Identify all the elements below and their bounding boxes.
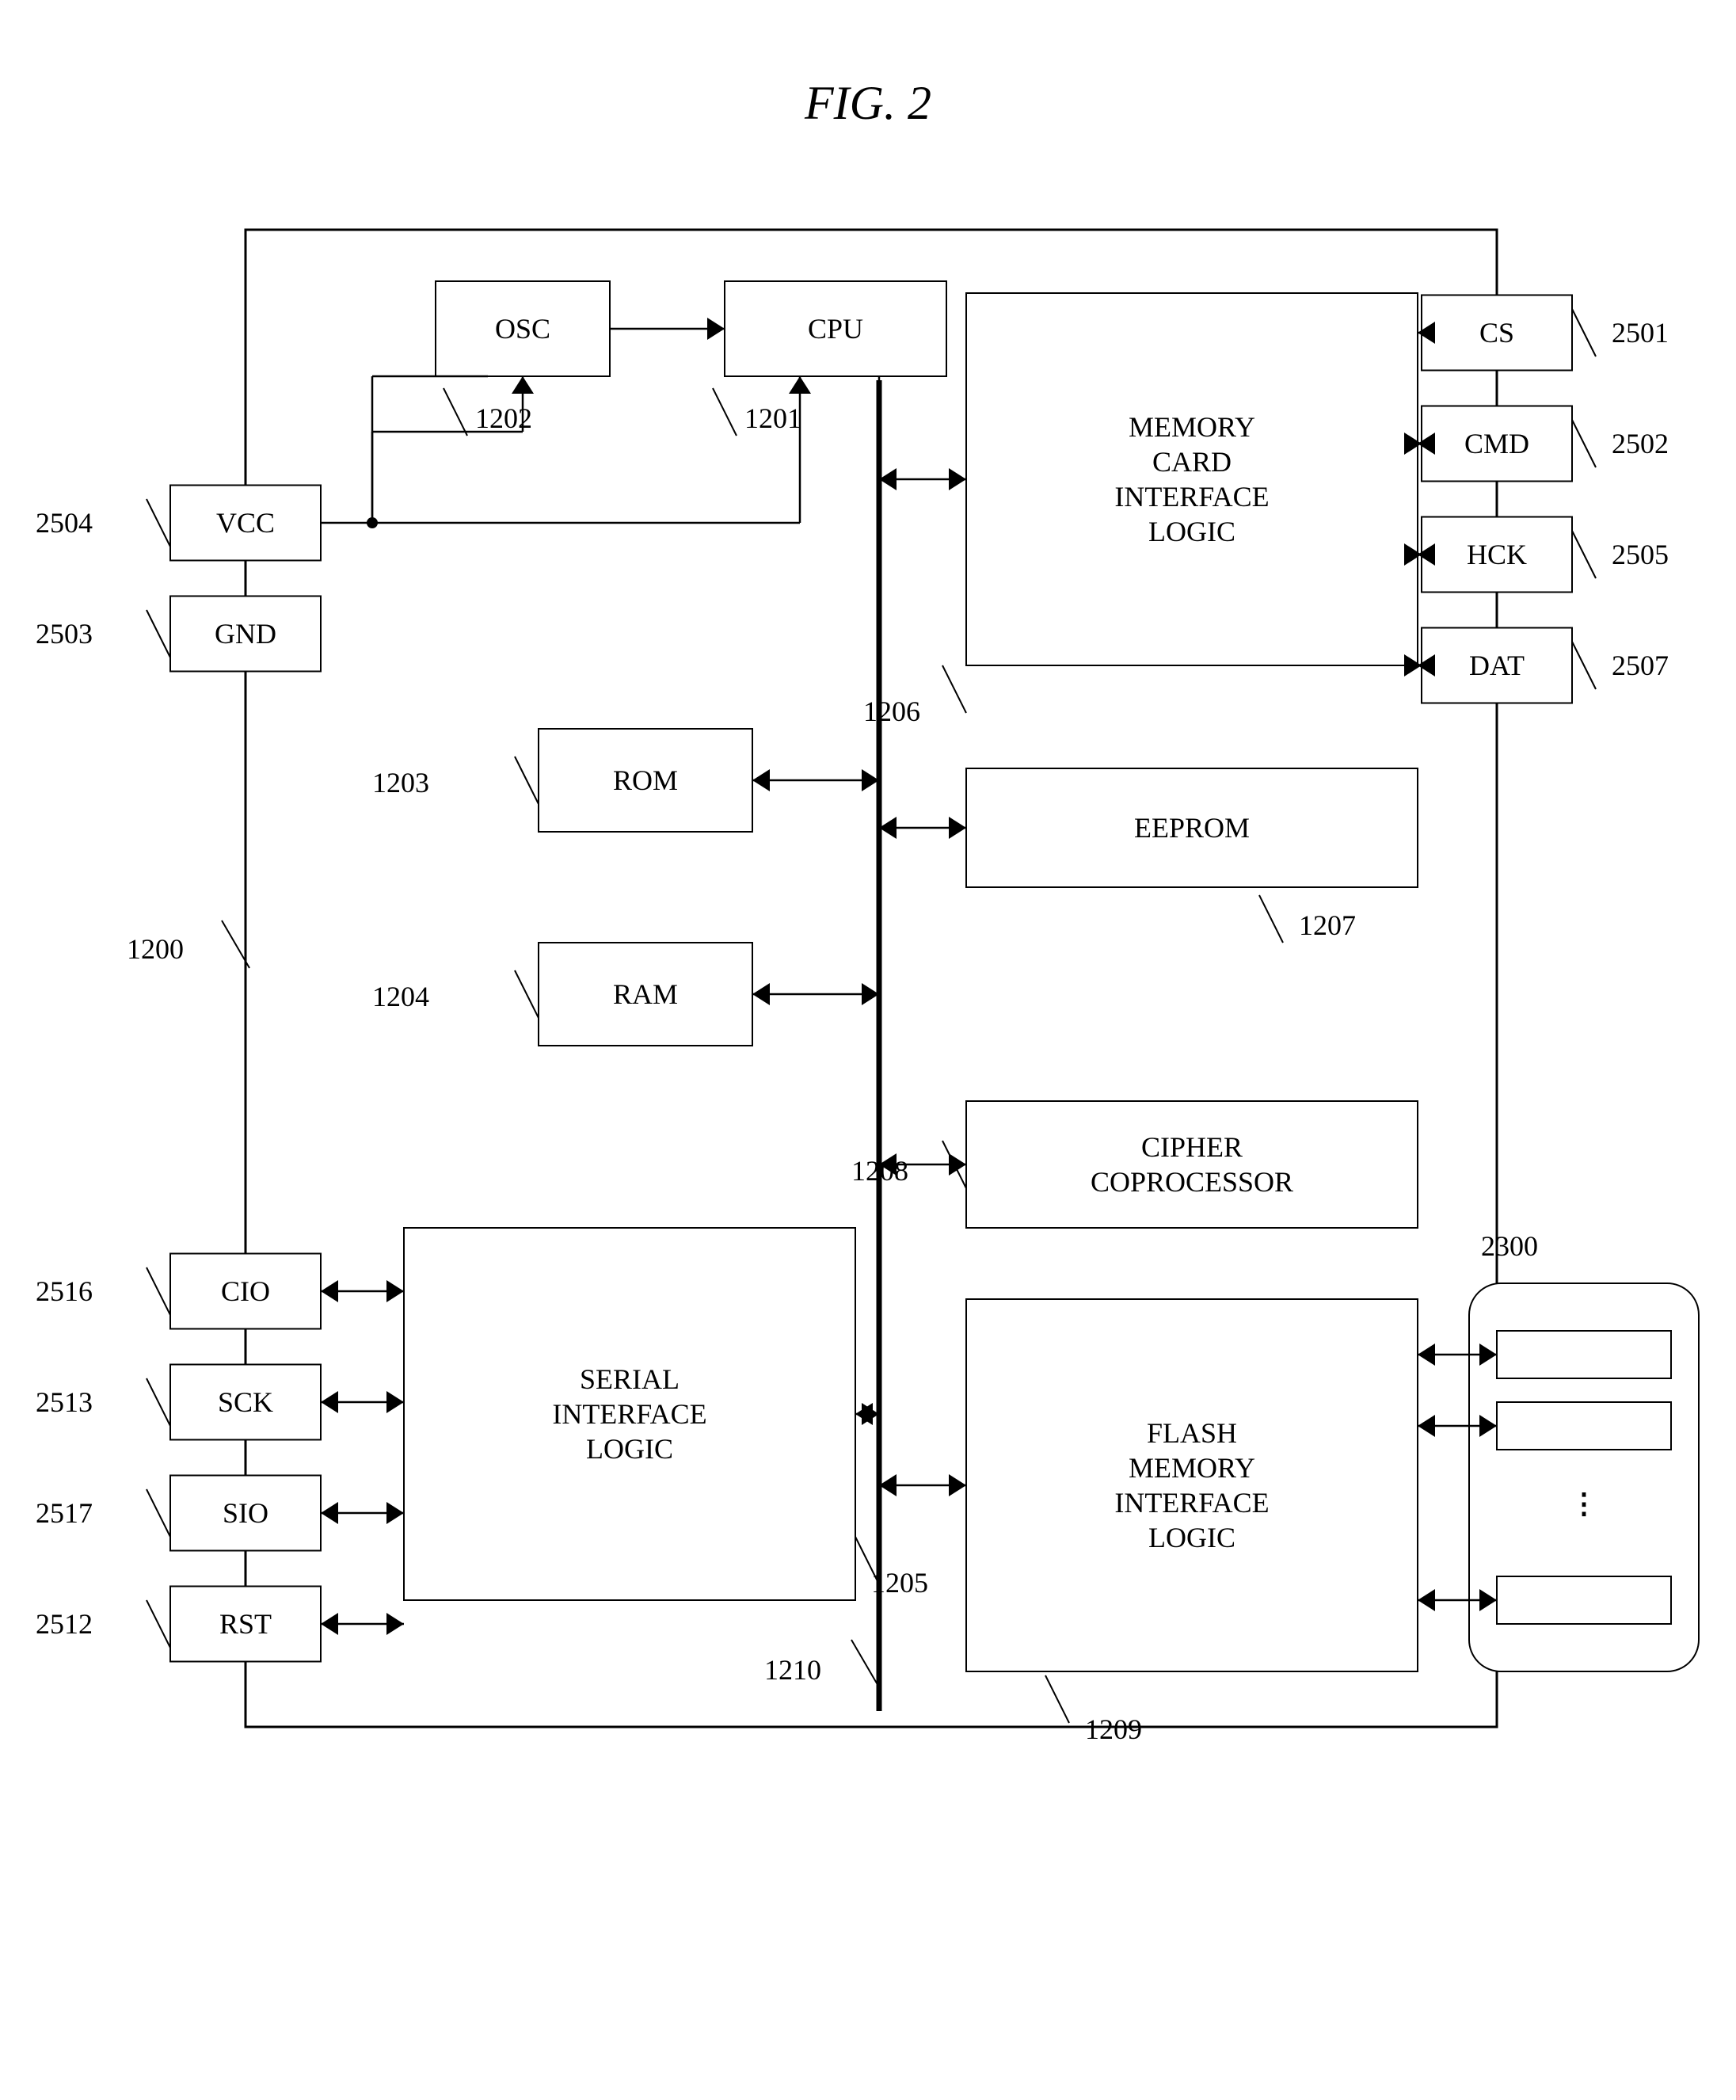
block-ram: RAM [539,943,752,1046]
flash-chip-0 [1497,1331,1671,1378]
block-serial-ref: 1205 [871,1567,928,1599]
pin-sio-label: SIO [223,1497,268,1529]
pin-dat-ref: 2507 [1612,650,1669,681]
pin-cs-label: CS [1479,317,1514,349]
block-cipher: CIPHERCOPROCESSOR [966,1101,1418,1228]
block-cipher-label-1: COPROCESSOR [1091,1166,1293,1198]
pin-vcc-label: VCC [216,507,275,539]
block-flash-ref: 1209 [1085,1713,1142,1745]
pin-rst-ref: 2512 [36,1608,93,1640]
block-flash-label-2: INTERFACE [1114,1487,1269,1519]
flash-chip-2 [1497,1576,1671,1624]
block-rom: ROM [539,729,752,832]
block-mcard-label-0: MEMORY [1129,411,1255,443]
block-mcard-label-2: INTERFACE [1114,481,1269,513]
block-cipher-ref: 1208 [851,1155,908,1187]
chip-outline-ref: 1200 [127,933,184,965]
block-mcard: MEMORYCARDINTERFACELOGIC [966,293,1418,665]
block-eeprom-label: EEPROM [1134,812,1250,844]
block-osc-label: OSC [495,313,550,345]
pin-sio-ref: 2517 [36,1497,93,1529]
pin-dat-label: DAT [1469,650,1525,681]
block-cpu-label: CPU [808,313,863,345]
pin-gnd-label: GND [215,618,276,650]
flash-chip-1 [1497,1402,1671,1450]
block-mcard-ref: 1206 [863,696,920,727]
block-flash: FLASHMEMORYINTERFACELOGIC [966,1299,1418,1671]
block-cpu: CPU [725,281,946,376]
pin-vcc-ref: 2504 [36,507,93,539]
block-ram-label: RAM [613,978,678,1010]
pin-hck-ref: 2505 [1612,539,1669,570]
block-cipher-label-0: CIPHER [1141,1131,1243,1163]
pin-sck-label: SCK [218,1386,273,1418]
flash-external-ref: 2300 [1481,1230,1538,1262]
flash-ellipsis: ⋮ [1570,1488,1598,1519]
pin-cs-ref: 2501 [1612,317,1669,349]
block-eeprom: EEPROM [966,768,1418,887]
block-rom-label: ROM [613,764,678,796]
pin-cio-label: CIO [221,1275,270,1307]
figure-title: FIG. 2 [804,77,931,129]
block-mcard-label-1: CARD [1152,446,1232,478]
block-flash-label-0: FLASH [1147,1417,1237,1449]
pin-gnd-ref: 2503 [36,618,93,650]
block-serial: SERIALINTERFACELOGIC [404,1228,855,1600]
pin-rst-label: RST [219,1608,272,1640]
block-serial-label-1: INTERFACE [552,1398,706,1430]
pin-hck-label: HCK [1467,539,1527,570]
pin-cmd-label: CMD [1464,428,1529,459]
block-flash-label-3: LOGIC [1148,1522,1235,1553]
block-eeprom-ref: 1207 [1299,909,1356,941]
block-serial-label-2: LOGIC [586,1433,673,1465]
block-cpu-ref: 1201 [744,402,801,434]
pin-cmd-ref: 2502 [1612,428,1669,459]
system-bus-ref: 1210 [764,1654,821,1686]
block-flash-label-1: MEMORY [1129,1452,1255,1484]
block-serial-label-0: SERIAL [580,1363,680,1395]
block-mcard-label-3: LOGIC [1148,516,1235,547]
pin-sck-ref: 2513 [36,1386,93,1418]
block-rom-ref: 1203 [372,767,429,798]
block-osc: OSC [436,281,610,376]
block-ram-ref: 1204 [372,981,429,1012]
pin-cio-ref: 2516 [36,1275,93,1307]
